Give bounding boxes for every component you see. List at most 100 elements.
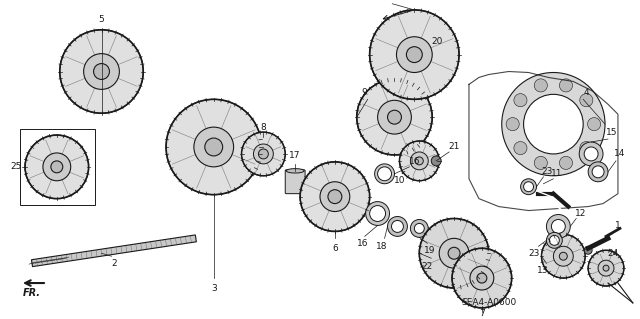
Circle shape <box>300 162 370 231</box>
Circle shape <box>410 219 428 237</box>
Circle shape <box>84 54 120 89</box>
Circle shape <box>552 219 565 234</box>
Ellipse shape <box>286 169 304 173</box>
Circle shape <box>320 182 350 211</box>
Text: 14: 14 <box>614 149 626 159</box>
Circle shape <box>60 30 143 113</box>
Circle shape <box>559 252 567 260</box>
Circle shape <box>166 99 261 195</box>
Circle shape <box>93 63 109 79</box>
Circle shape <box>392 220 403 233</box>
Circle shape <box>514 142 527 155</box>
Circle shape <box>588 250 624 286</box>
Circle shape <box>356 79 432 155</box>
Text: 1: 1 <box>615 221 621 230</box>
Circle shape <box>415 157 423 165</box>
Circle shape <box>534 156 547 169</box>
Circle shape <box>520 179 536 195</box>
Circle shape <box>370 205 385 221</box>
Text: 23: 23 <box>541 167 553 176</box>
Circle shape <box>259 149 268 159</box>
Circle shape <box>524 182 534 192</box>
Circle shape <box>547 233 563 248</box>
Circle shape <box>534 79 547 92</box>
Text: FR.: FR. <box>23 288 41 298</box>
Text: 25: 25 <box>10 162 22 171</box>
Text: 3: 3 <box>211 284 216 293</box>
Circle shape <box>439 238 469 268</box>
Text: 11: 11 <box>550 169 562 178</box>
Text: SEA4-A0600: SEA4-A0600 <box>461 298 516 308</box>
Text: 2: 2 <box>111 259 117 268</box>
Circle shape <box>588 118 601 131</box>
Circle shape <box>431 156 441 166</box>
Circle shape <box>470 266 494 290</box>
Text: 16: 16 <box>357 239 369 248</box>
Circle shape <box>580 142 593 155</box>
Text: 7: 7 <box>479 309 484 318</box>
Circle shape <box>51 161 63 173</box>
Circle shape <box>579 142 603 166</box>
Text: 15: 15 <box>606 128 618 137</box>
Circle shape <box>603 265 609 271</box>
Circle shape <box>25 135 88 199</box>
Circle shape <box>396 37 432 72</box>
Text: 20: 20 <box>431 37 443 46</box>
Circle shape <box>559 156 573 169</box>
Text: 16: 16 <box>408 157 420 167</box>
Text: 18: 18 <box>376 242 387 251</box>
Polygon shape <box>31 235 196 267</box>
Circle shape <box>448 247 460 259</box>
Circle shape <box>406 47 422 63</box>
Text: 8: 8 <box>260 122 266 132</box>
Circle shape <box>506 118 519 131</box>
Text: 10: 10 <box>394 176 405 185</box>
Circle shape <box>598 260 614 276</box>
Text: 6: 6 <box>332 244 338 253</box>
Text: 4: 4 <box>583 88 589 97</box>
Circle shape <box>378 167 392 181</box>
Circle shape <box>477 273 487 283</box>
Circle shape <box>514 94 527 107</box>
Text: 17: 17 <box>289 152 301 160</box>
Circle shape <box>370 10 459 99</box>
Circle shape <box>580 94 593 107</box>
FancyBboxPatch shape <box>285 170 305 194</box>
Circle shape <box>541 234 585 278</box>
Circle shape <box>584 246 592 254</box>
Circle shape <box>559 79 573 92</box>
Circle shape <box>554 246 573 266</box>
Circle shape <box>502 72 605 176</box>
Circle shape <box>388 110 401 124</box>
Text: 24: 24 <box>607 249 619 258</box>
Circle shape <box>588 162 608 182</box>
Circle shape <box>328 190 342 204</box>
Circle shape <box>194 127 234 167</box>
Text: 13: 13 <box>537 266 548 275</box>
Circle shape <box>547 214 570 238</box>
Circle shape <box>584 147 598 161</box>
Text: 5: 5 <box>99 15 104 24</box>
Text: 9: 9 <box>362 88 367 97</box>
Circle shape <box>592 166 604 178</box>
Text: 22: 22 <box>422 262 433 271</box>
Text: 21: 21 <box>449 143 460 152</box>
Circle shape <box>205 138 223 156</box>
Text: 12: 12 <box>575 209 586 218</box>
Circle shape <box>43 153 71 181</box>
Circle shape <box>388 217 408 236</box>
Circle shape <box>241 132 285 176</box>
Circle shape <box>452 248 511 308</box>
Circle shape <box>419 219 489 288</box>
Circle shape <box>378 100 412 134</box>
Text: 19: 19 <box>424 246 435 255</box>
Circle shape <box>524 94 583 154</box>
Circle shape <box>410 152 428 170</box>
Circle shape <box>399 141 439 181</box>
Circle shape <box>374 164 394 184</box>
Text: 23: 23 <box>529 249 540 258</box>
Circle shape <box>549 235 559 245</box>
Circle shape <box>253 144 273 164</box>
Circle shape <box>365 202 390 226</box>
Circle shape <box>414 223 424 234</box>
